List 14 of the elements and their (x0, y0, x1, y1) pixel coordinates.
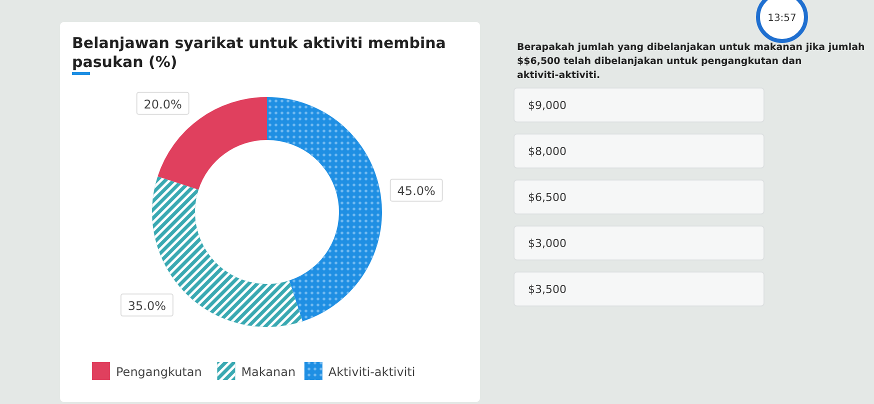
data-label: 20.0% (144, 97, 182, 112)
legend-label: Makanan (241, 365, 296, 379)
text: $8,000 (528, 145, 566, 158)
chart-title: Belanjawan syarikat untuk aktiviti membina pasukan (%) (72, 34, 446, 71)
data-label: 45.0% (397, 184, 436, 198)
text: Berapakah jumlah yang dibelanjakan untuk makanan jika jumlah $$6,500 telah dibelanjakan untuk pengangkutan dan aktiviti-aktiviti. (517, 42, 865, 81)
text: $6,500 (528, 191, 566, 204)
text: $9,000 (528, 99, 566, 112)
legend-label: Pengangkutan (116, 365, 202, 379)
text: $3,500 (528, 283, 566, 296)
data-label: 35.0% (128, 299, 166, 314)
text: 13:57 (768, 13, 796, 24)
text: $3,000 (528, 237, 566, 250)
legend-label: Aktiviti-aktiviti (328, 365, 416, 379)
